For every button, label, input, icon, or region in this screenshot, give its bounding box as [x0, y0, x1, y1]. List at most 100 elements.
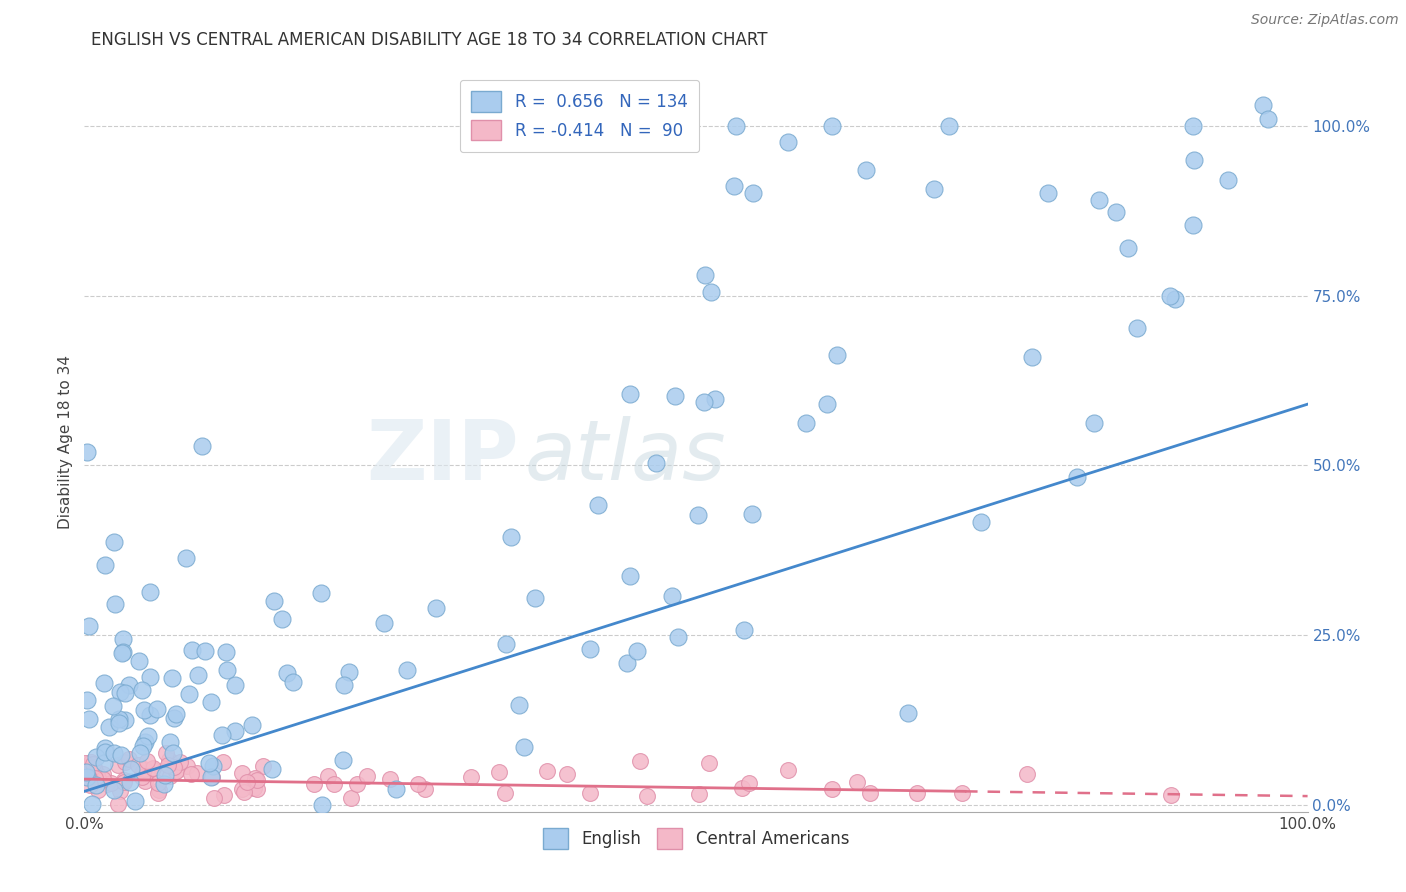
Point	[91, 772, 114, 786]
Point	[1083, 416, 1105, 430]
Point	[87, 783, 110, 797]
Point	[103, 747, 125, 761]
Point	[159, 735, 181, 749]
Point	[87, 772, 110, 787]
Point	[86, 767, 108, 781]
Point	[513, 739, 536, 754]
Point	[697, 756, 720, 770]
Point	[692, 395, 714, 409]
Point	[94, 741, 117, 756]
Point	[579, 786, 602, 800]
Point	[169, 756, 191, 770]
Point	[488, 764, 510, 779]
Point	[156, 758, 179, 772]
Point	[198, 756, 221, 770]
Point	[311, 797, 333, 812]
Point	[83, 760, 105, 774]
Point	[91, 766, 114, 780]
Point	[619, 387, 641, 401]
Point	[1105, 205, 1128, 219]
Point	[134, 762, 156, 776]
Point	[163, 711, 186, 725]
Point	[139, 707, 162, 722]
Point	[176, 759, 198, 773]
Point	[97, 720, 120, 734]
Point	[628, 755, 651, 769]
Point	[1216, 173, 1239, 187]
Point	[413, 782, 436, 797]
Point	[922, 182, 945, 196]
Point	[118, 678, 141, 692]
Point	[134, 773, 156, 788]
Point	[821, 781, 844, 796]
Point	[134, 735, 156, 749]
Point	[108, 712, 131, 726]
Point	[103, 535, 125, 549]
Point	[652, 119, 675, 133]
Point	[616, 656, 638, 670]
Text: ZIP: ZIP	[366, 416, 519, 497]
Point	[337, 665, 360, 679]
Point	[110, 748, 132, 763]
Point	[84, 750, 107, 764]
Point	[75, 764, 97, 779]
Point	[246, 772, 269, 787]
Point	[77, 618, 100, 632]
Point	[905, 786, 928, 800]
Point	[1164, 292, 1187, 306]
Point	[661, 589, 683, 603]
Point	[406, 777, 429, 791]
Point	[644, 119, 666, 133]
Point	[100, 775, 122, 789]
Point	[80, 771, 103, 785]
Point	[1036, 186, 1059, 201]
Point	[501, 530, 523, 544]
Point	[148, 786, 170, 800]
Point	[110, 784, 132, 798]
Point	[970, 516, 993, 530]
Point	[104, 597, 127, 611]
Point	[636, 789, 658, 804]
Point	[136, 729, 159, 743]
Point	[644, 456, 666, 470]
Point	[242, 718, 264, 732]
Point	[132, 703, 155, 717]
Point	[111, 632, 134, 646]
Point	[186, 766, 208, 780]
Point	[1125, 321, 1147, 335]
Point	[380, 772, 402, 787]
Point	[77, 759, 100, 773]
Point	[815, 397, 838, 411]
Point	[704, 392, 727, 406]
Point	[157, 753, 180, 767]
Point	[73, 756, 96, 770]
Point	[77, 771, 100, 785]
Point	[731, 781, 754, 796]
Point	[96, 776, 118, 790]
Point	[425, 600, 447, 615]
Point	[846, 775, 869, 789]
Point	[107, 715, 129, 730]
Point	[193, 643, 215, 657]
Point	[150, 764, 173, 779]
Point	[495, 637, 517, 651]
Point	[245, 771, 267, 785]
Point	[1251, 98, 1274, 112]
Point	[1182, 153, 1205, 167]
Point	[1160, 788, 1182, 802]
Point	[897, 706, 920, 721]
Point	[82, 757, 104, 772]
Point	[87, 771, 110, 785]
Point	[339, 790, 361, 805]
Point	[859, 786, 882, 800]
Point	[619, 569, 641, 583]
Point	[76, 693, 98, 707]
Point	[233, 785, 256, 799]
Point	[112, 772, 135, 787]
Point	[686, 508, 709, 522]
Point	[181, 642, 204, 657]
Point	[332, 753, 354, 767]
Point	[578, 642, 600, 657]
Point	[139, 670, 162, 684]
Point	[191, 439, 214, 453]
